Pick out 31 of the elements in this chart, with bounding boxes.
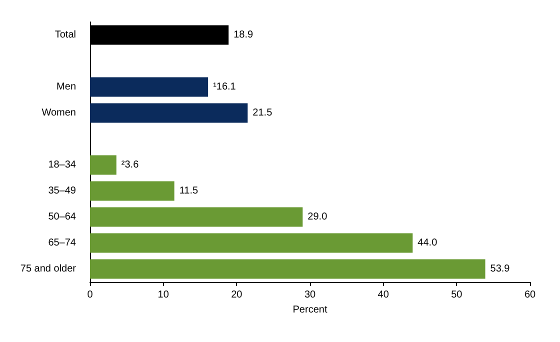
data-label: 18.9 xyxy=(234,30,254,40)
x-tick-label: 30 xyxy=(304,290,316,300)
y-tick-label: 18–34 xyxy=(48,160,76,170)
x-tick-label: 0 xyxy=(87,290,94,300)
bar xyxy=(90,207,303,227)
data-label: 29.0 xyxy=(308,212,328,222)
x-tick-label: 40 xyxy=(378,290,390,300)
data-label: 53.9 xyxy=(490,264,510,274)
bar xyxy=(90,103,248,123)
y-tick-label: Total xyxy=(54,30,76,40)
x-tick-label: 60 xyxy=(524,290,536,300)
y-tick-label: 75 and older xyxy=(20,264,77,274)
x-tick-label: 20 xyxy=(231,290,243,300)
data-label: 44.0 xyxy=(418,238,438,248)
x-tick-label: 10 xyxy=(158,290,170,300)
y-tick-label: Men xyxy=(56,82,76,92)
bar xyxy=(90,181,174,201)
data-label: 21.5 xyxy=(252,108,273,118)
bar xyxy=(90,155,116,175)
x-tick-label: 50 xyxy=(451,290,463,300)
data-label: 11.5 xyxy=(179,186,198,196)
x-axis-title: Percent xyxy=(292,304,328,316)
data-label: ²3.6 xyxy=(121,160,140,170)
bar xyxy=(90,77,208,97)
data-label: ¹16.1 xyxy=(213,82,236,92)
y-tick-label: 50–64 xyxy=(48,212,76,222)
bar xyxy=(90,259,486,279)
y-tick-label: Women xyxy=(42,108,76,118)
y-tick-label: 65–74 xyxy=(48,238,76,248)
bar xyxy=(90,233,413,253)
y-tick-label: 35–49 xyxy=(48,186,76,196)
